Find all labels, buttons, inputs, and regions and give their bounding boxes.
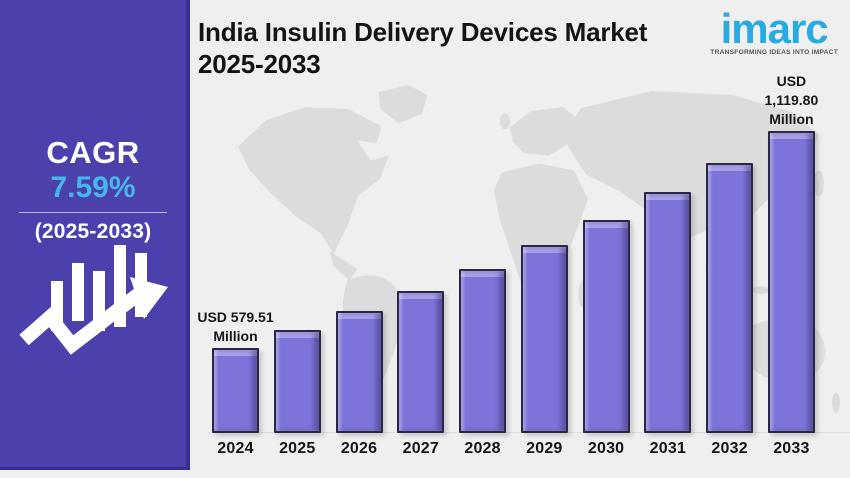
bar-2029 — [520, 245, 568, 433]
bar-chart: USD 579.51 Million 2024 2025 2026 2027 2… — [197, 72, 819, 478]
bar-2028 — [459, 269, 507, 433]
bar-2027 — [397, 291, 445, 433]
year-label: 2030 — [587, 440, 625, 457]
bar-2024 — [212, 348, 259, 433]
bar-column-2033: USD 1,119.80 Million 2033 — [765, 72, 819, 478]
bar-column-2027: 2027 — [397, 291, 445, 478]
chart-title-line1: India Insulin Delivery Devices Market — [198, 17, 648, 47]
bar-chart-growth-arrow-icon — [19, 245, 168, 355]
bar-2031 — [644, 192, 692, 433]
year-label: 2031 — [649, 440, 687, 457]
bar-2025 — [273, 330, 321, 433]
bar-column-2030: 2030 — [582, 220, 630, 478]
cagr-value: 7.59% — [50, 171, 136, 204]
year-label: 2027 — [402, 440, 439, 457]
imarc-logo-wordmark: imarc — [720, 5, 829, 52]
bar-2033 — [767, 131, 815, 433]
imarc-logo-tagline: TRANSFORMING IDEAS INTO IMPACT — [710, 49, 838, 56]
bar-column-2032: 2032 — [706, 163, 754, 478]
year-label: 2026 — [340, 440, 378, 457]
year-label: 2029 — [526, 440, 563, 457]
bar-column-2024: USD 579.51 Million 2024 — [197, 308, 273, 478]
bar-2026 — [335, 311, 383, 433]
year-label: 2032 — [711, 440, 748, 457]
cagr-divider — [19, 212, 167, 213]
bar-column-2031: 2031 — [644, 192, 692, 478]
cagr-period: (2025-2033) — [34, 220, 152, 243]
cagr-block: CAGR 7.59% (2025-2033) — [0, 136, 186, 244]
chart-title: India Insulin Delivery Devices Market 202… — [198, 16, 647, 80]
bar-column-2028: 2028 — [459, 269, 507, 478]
bar-column-2025: 2025 — [273, 330, 321, 478]
year-label: 2024 — [217, 440, 254, 457]
chart-title-line2: 2025-2033 — [198, 49, 321, 79]
bar-2032 — [706, 163, 754, 433]
year-label: 2033 — [773, 440, 810, 457]
chart-area: India Insulin Delivery Devices Market 202… — [194, 0, 850, 478]
cagr-label: CAGR — [46, 135, 140, 170]
bar-column-2026: 2026 — [335, 311, 383, 478]
bar-value-label: USD 579.51 Million — [197, 309, 274, 345]
year-label: 2025 — [279, 440, 316, 457]
imarc-logo: imarc TRANSFORMING IDEAS INTO IMPACT — [710, 5, 838, 57]
year-label: 2028 — [464, 440, 501, 457]
sidebar: CAGR 7.59% (2025-2033) — [0, 0, 190, 470]
bar-column-2029: 2029 — [520, 245, 568, 478]
bar-value-label: USD 1,119.80 Million — [764, 73, 819, 128]
bar-2030 — [582, 220, 630, 433]
